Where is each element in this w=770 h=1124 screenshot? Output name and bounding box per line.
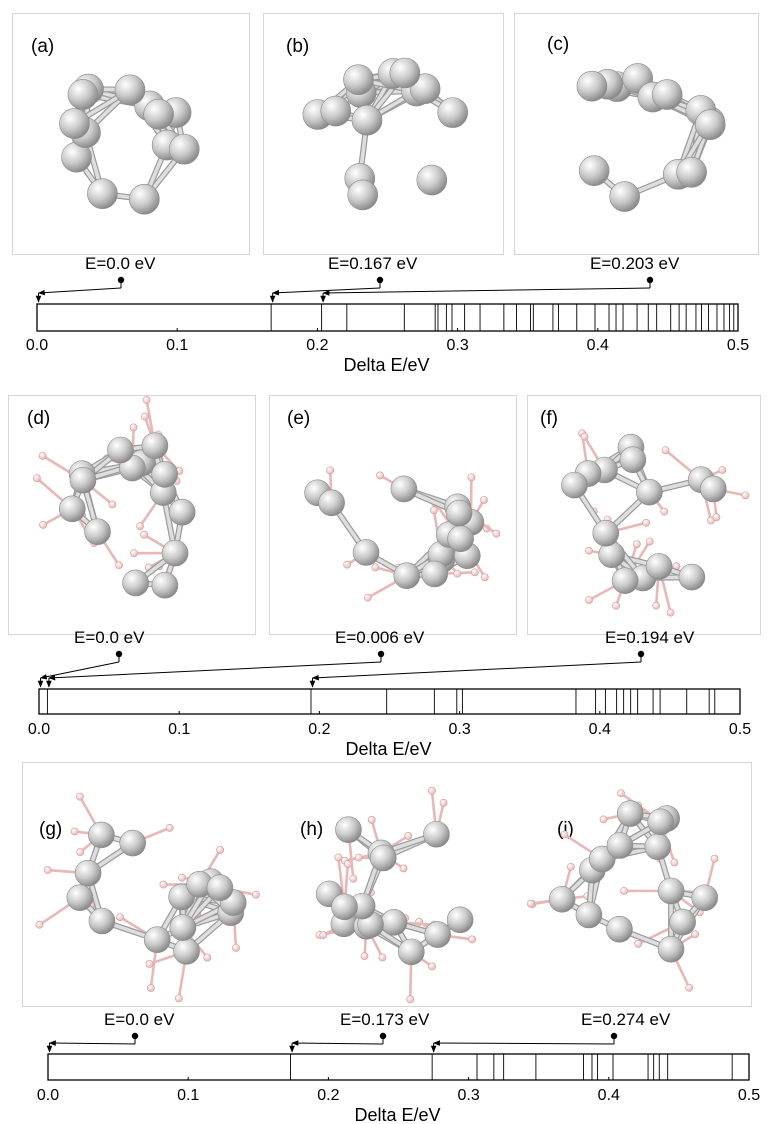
x-tick-label: 0.5: [727, 337, 749, 354]
structure-panel-a: (a): [12, 13, 250, 255]
cluster-structure-h: [315, 786, 477, 1004]
spectrum-frame: [36, 303, 739, 332]
energy-label-h: E=0.173 eV: [340, 1010, 430, 1029]
panel-label-h: (h): [300, 819, 324, 840]
cluster-structure-f: [561, 429, 750, 617]
cluster-structure-i: [526, 789, 719, 992]
energy-label-c: E=0.203 eV: [590, 254, 680, 273]
energy-label-d: E=0.0 eV: [74, 628, 145, 647]
cluster-structure-a: [59, 73, 200, 215]
pointer-arrow: [432, 1040, 615, 1046]
energy-label-i: E=0.274 eV: [581, 1010, 671, 1029]
panel-label-a: (a): [31, 36, 55, 57]
cluster-drawing: [304, 466, 501, 602]
pointer-arrow: [48, 661, 382, 681]
x-tick-label: 0.1: [168, 721, 190, 738]
x-tick-label: 0.0: [26, 337, 48, 354]
energy-label-a: E=0.0 eV: [85, 254, 156, 273]
panel-label-c: (c): [547, 34, 570, 55]
cluster-drawing: [561, 429, 750, 617]
cluster-drawing: [576, 63, 726, 212]
x-tick-label: 0.5: [738, 1087, 760, 1104]
cluster-structure-b: [302, 57, 469, 211]
spectrum-frame: [47, 1053, 750, 1081]
x-tick-label: 0.2: [317, 1087, 339, 1104]
x-tick-label: 0.3: [457, 1087, 479, 1104]
pointer-arrow: [37, 287, 122, 296]
structure-panel-f: (f): [527, 395, 761, 635]
panel-label-e: (e): [287, 408, 311, 429]
cluster-structure-c: [576, 63, 726, 212]
cluster-drawing: [59, 73, 200, 215]
x-tick-label: 0.2: [306, 337, 328, 354]
pointer-arrow: [322, 287, 651, 296]
energy-label-e: E=0.006 eV: [335, 628, 425, 647]
cluster-structure-d: [32, 396, 196, 599]
x-tick-label: 0.3: [448, 721, 470, 738]
x-tick-label: 0.5: [729, 721, 751, 738]
x-tick-label: 0.3: [446, 337, 468, 354]
structure-panel-c: (c): [514, 13, 759, 255]
x-tick-label: 0.1: [177, 1087, 199, 1104]
x-tick-label: 0.0: [37, 1087, 59, 1104]
x-axis-label: Delta E/eV: [343, 355, 429, 375]
x-axis-label: Delta E/eV: [345, 739, 431, 759]
x-tick-label: 0.4: [587, 337, 609, 354]
energy-spectrum-2: 0.0 0.1 0.2 0.3 0.4 0.5 Delta E/eV: [28, 650, 751, 759]
structure-panel-ghi: (g) (h) (i): [22, 762, 752, 1007]
cluster-structure-g: [35, 792, 260, 1003]
energy-label-g: E=0.0 eV: [104, 1010, 175, 1029]
energy-label-f: E=0.194 eV: [605, 628, 695, 647]
pointer-arrow: [311, 661, 642, 681]
structure-panel-d: (d): [8, 395, 256, 635]
x-tick-label: 0.1: [166, 337, 188, 354]
energy-spectrum-3: 0.0 0.1 0.2 0.3 0.4 0.5 Delta E/eV: [37, 1032, 760, 1124]
structure-panel-e: (e): [269, 395, 517, 635]
x-tick-label: 0.4: [598, 1087, 620, 1104]
cluster-drawing: [315, 786, 477, 1004]
structure-panel-b: (b): [263, 13, 504, 255]
cluster-structure-e: [304, 466, 501, 602]
x-tick-label: 0.2: [308, 721, 330, 738]
panel-label-b: (b): [286, 36, 310, 57]
spectrum-frame: [38, 688, 741, 715]
cluster-drawing: [526, 789, 719, 992]
panel-label-d: (d): [27, 408, 51, 429]
energy-spectrum-1: 0.0 0.1 0.2 0.3 0.4 0.5 Delta E/eV: [26, 276, 749, 375]
panel-label-f: (f): [540, 408, 558, 429]
cluster-drawing: [32, 396, 196, 599]
x-tick-label: 0.4: [589, 721, 611, 738]
x-axis-label: Delta E/eV: [354, 1105, 440, 1124]
cluster-drawing: [302, 57, 469, 211]
pointer-arrow: [291, 1040, 384, 1046]
x-tick-label: 0.0: [28, 721, 50, 738]
panel-label-g: (g): [39, 819, 63, 840]
pointer-arrow: [48, 1040, 136, 1046]
cluster-drawing: [35, 792, 260, 1003]
energy-label-b: E=0.167 eV: [328, 254, 418, 273]
